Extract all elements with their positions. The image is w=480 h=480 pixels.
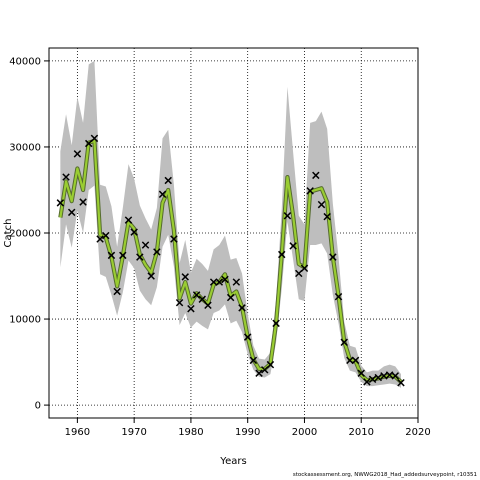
observed-marker-1974 bbox=[153, 248, 161, 256]
y-tick-label-0: 0 bbox=[35, 401, 41, 412]
x-tick-label-2000: 2000 bbox=[292, 427, 317, 438]
y-tick-label-20000: 20000 bbox=[9, 229, 41, 240]
observed-marker-2015 bbox=[385, 371, 394, 379]
observed-marker-2000 bbox=[300, 264, 309, 273]
confidence-band bbox=[60, 60, 401, 388]
observed-marker-1979 bbox=[181, 273, 189, 281]
observed-marker-1980 bbox=[187, 304, 195, 313]
observed-marker-2010 bbox=[357, 369, 365, 377]
observed-marker-1987 bbox=[226, 293, 235, 302]
observed-marker-2009 bbox=[351, 356, 360, 365]
observed-marker-1969 bbox=[124, 216, 133, 224]
observed-marker-1962 bbox=[85, 139, 93, 148]
observed-marker-2001 bbox=[306, 187, 314, 195]
observed-marker-2004 bbox=[323, 212, 331, 221]
observed-marker-1964 bbox=[96, 235, 104, 243]
observed-marker-1978 bbox=[175, 298, 184, 307]
observed-marker-2017 bbox=[397, 378, 405, 387]
y-tick-label-30000: 30000 bbox=[9, 142, 41, 153]
observed-marker-1984 bbox=[209, 278, 218, 286]
observed-marker-2016 bbox=[391, 372, 400, 380]
x-tick-label-1970: 1970 bbox=[121, 427, 146, 438]
observed-marker-1963 bbox=[90, 134, 99, 143]
observed-marker-1966 bbox=[107, 251, 116, 260]
observed-marker-1970 bbox=[130, 228, 138, 236]
y-tick-label-40000: 40000 bbox=[9, 56, 41, 67]
y-axis-title: Catch bbox=[3, 219, 14, 248]
x-axis-title: Years bbox=[219, 456, 246, 467]
observed-marker-1958 bbox=[62, 173, 70, 181]
observed-marker-1981 bbox=[192, 291, 201, 299]
observed-marker-1994 bbox=[266, 360, 275, 369]
observed-marker-1965 bbox=[102, 231, 110, 240]
observed-marker-1998 bbox=[289, 242, 297, 250]
observed-marker-1990 bbox=[243, 333, 252, 341]
observed-marker-1989 bbox=[238, 304, 246, 312]
observed-marker-1982 bbox=[198, 295, 207, 303]
observed-marker-1983 bbox=[204, 301, 212, 310]
credit-text: stockassessment.org, NWWG2018_Had_addeds… bbox=[292, 472, 477, 478]
observed-marker-1972 bbox=[141, 241, 150, 249]
x-tick-label-2020: 2020 bbox=[405, 427, 430, 438]
observed-marker-2005 bbox=[329, 253, 337, 261]
observed-marker-1957 bbox=[56, 199, 65, 207]
observed-marker-1991 bbox=[249, 356, 258, 365]
observed-marker-1985 bbox=[215, 278, 224, 286]
observed-marker-1968 bbox=[119, 251, 127, 260]
observed-marker-1988 bbox=[232, 278, 241, 286]
observed-marker-1999 bbox=[295, 269, 303, 278]
x-tick-label-1990: 1990 bbox=[235, 427, 260, 438]
observed-marker-2011 bbox=[363, 378, 371, 386]
y-axis-ticks: 0 10000 20000 30000 40000 bbox=[9, 56, 49, 412]
observed-marker-2008 bbox=[346, 356, 354, 365]
observed-marker-2012 bbox=[368, 375, 377, 384]
observed-marker-2014 bbox=[380, 372, 388, 380]
x-tick-label-1980: 1980 bbox=[178, 427, 203, 438]
observed-marker-2013 bbox=[374, 373, 382, 382]
observed-catch-markers bbox=[56, 134, 405, 387]
observed-marker-1993 bbox=[260, 366, 269, 374]
y-tick-label-10000: 10000 bbox=[9, 315, 41, 326]
x-tick-label-1960: 1960 bbox=[65, 427, 90, 438]
observed-marker-1992 bbox=[255, 369, 263, 377]
observed-marker-1971 bbox=[136, 253, 144, 261]
observed-marker-1960 bbox=[73, 150, 82, 158]
observed-marker-1976 bbox=[164, 176, 172, 185]
observed-marker-1986 bbox=[221, 275, 229, 284]
observed-marker-1996 bbox=[278, 250, 286, 259]
observed-marker-1995 bbox=[272, 319, 280, 328]
observed-marker-1961 bbox=[79, 198, 87, 206]
observed-marker-1997 bbox=[283, 212, 292, 220]
observed-marker-2006 bbox=[334, 292, 343, 301]
observed-marker-2007 bbox=[340, 338, 348, 347]
observed-marker-1977 bbox=[170, 235, 178, 243]
observed-marker-2002 bbox=[312, 171, 320, 180]
observed-marker-1975 bbox=[158, 190, 167, 199]
observed-marker-1973 bbox=[147, 272, 155, 280]
observed-marker-1959 bbox=[67, 208, 76, 217]
observed-marker-2003 bbox=[317, 200, 326, 209]
x-tick-label-2010: 2010 bbox=[349, 427, 374, 438]
observed-marker-1967 bbox=[113, 287, 121, 296]
x-axis-ticks: 1960 1970 1980 1990 2000 2010 2020 bbox=[65, 418, 431, 438]
